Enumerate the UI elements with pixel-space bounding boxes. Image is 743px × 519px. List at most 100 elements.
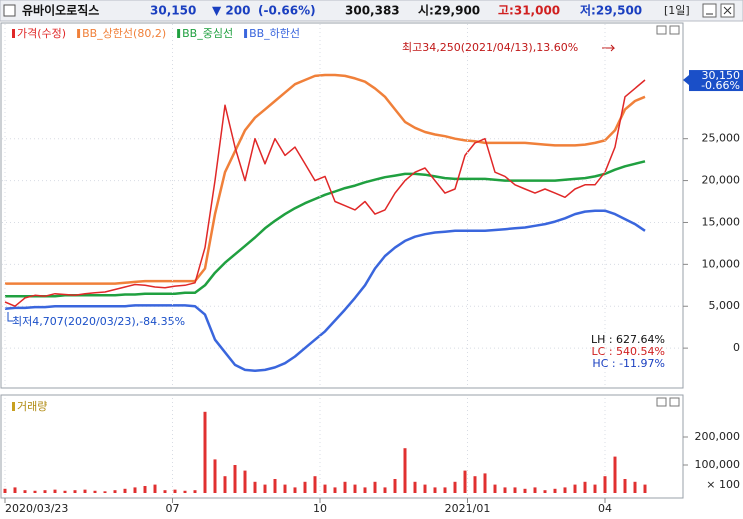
low-annotation: 최저4,707(2020/03/23),-84.35%	[12, 315, 185, 328]
volume-bar	[483, 473, 487, 493]
volume-bar	[243, 470, 247, 493]
y-tick-label: 25,000	[702, 132, 741, 145]
volume-bar	[383, 487, 387, 493]
volume-bar	[233, 465, 237, 493]
volume-bar	[123, 488, 127, 493]
volume-bar	[43, 490, 47, 493]
x-tick-label: 2020/03/23	[5, 502, 68, 515]
current-price-tag	[689, 70, 743, 92]
panel-button[interactable]	[656, 397, 667, 407]
y-tick-label: 5,000	[709, 299, 741, 312]
volume-bar	[183, 490, 187, 493]
volume-bar	[463, 470, 467, 493]
legend-swatch	[244, 29, 248, 38]
volume-bar	[63, 490, 67, 493]
checkbox[interactable]	[3, 4, 16, 17]
x-tick-label: 07	[166, 502, 180, 515]
volume-bar	[423, 484, 427, 493]
y-tick-label: 100,000	[695, 458, 741, 471]
header-bar	[0, 0, 743, 22]
y-tick-label: 0	[733, 341, 740, 354]
volume-bar	[403, 448, 407, 493]
panel-button[interactable]	[669, 25, 680, 35]
volume-bar	[523, 488, 527, 493]
volume-bar	[23, 490, 27, 493]
y-tick-label: 10,000	[702, 257, 741, 270]
stat-label: LH : 627.64%	[591, 333, 665, 346]
x-tick-label: 2021/01	[445, 502, 491, 515]
volume-bar	[263, 484, 267, 493]
volume-bar	[553, 488, 557, 493]
volume-bar	[363, 487, 367, 493]
volume-bar	[13, 487, 17, 493]
volume-bar	[93, 490, 97, 493]
stock-name: 유바이오로직스	[22, 3, 99, 18]
volume-bar	[213, 459, 217, 493]
volume-bar	[343, 481, 347, 493]
period[interactable]: [1일]	[664, 3, 690, 17]
volume-bar	[593, 484, 597, 493]
volume-bar	[433, 487, 437, 493]
volume-bar	[453, 481, 457, 493]
volume-bar	[73, 490, 77, 493]
legend-swatch	[77, 29, 81, 38]
low-arrow	[7, 312, 13, 322]
volume-bar	[113, 490, 117, 493]
band-line	[5, 73, 646, 285]
price: 30,150	[150, 4, 196, 18]
legend-label: BB_중심선	[182, 27, 233, 40]
legend-swatch	[177, 29, 181, 38]
volume: 300,383	[345, 4, 400, 18]
stat-label: HC : -11.97%	[592, 357, 665, 370]
high-annotation: 최고34,250(2021/04/13),13.60%	[402, 41, 578, 54]
volume-bar	[173, 489, 177, 493]
volume-bar	[633, 481, 637, 493]
volume-bar	[623, 478, 627, 493]
volume-bar	[513, 487, 517, 493]
open: 시:29,900	[418, 4, 480, 18]
legend-label: BB_하한선	[249, 26, 300, 40]
volume-bar	[193, 490, 197, 493]
volume-bar	[603, 476, 607, 493]
price-panel	[0, 22, 684, 389]
volume-bar	[163, 490, 167, 493]
volume-bar	[53, 489, 57, 493]
volume-bar	[643, 484, 647, 493]
volume-bar	[253, 481, 257, 493]
volume-bar	[3, 488, 7, 493]
volume-bar	[83, 489, 87, 493]
volume-unit: × 100	[706, 478, 740, 491]
volume-bar	[613, 456, 617, 493]
x-tick-label: 10	[313, 502, 327, 515]
volume-bar	[563, 487, 567, 493]
volume-bar	[473, 476, 477, 493]
volume-bar	[143, 485, 147, 493]
panel-button[interactable]	[656, 25, 667, 35]
current-price-label: 30,150	[702, 69, 741, 82]
change: ▼ 200	[212, 4, 250, 18]
volume-bar	[503, 487, 507, 493]
volume-bar	[293, 487, 297, 493]
stat-label: LC : 540.54%	[592, 345, 665, 358]
band-line	[5, 160, 646, 298]
x-tick-label: 04	[598, 502, 612, 515]
volume-bar	[103, 491, 107, 493]
band-line	[4, 209, 646, 372]
button-icons	[706, 6, 732, 15]
volume-bar	[303, 481, 307, 493]
volume-bar	[533, 487, 537, 493]
panel-button[interactable]	[669, 397, 680, 407]
volume-bar	[583, 481, 587, 493]
volume-bar	[543, 490, 547, 493]
volume-bar	[573, 484, 577, 493]
volume-panel	[0, 394, 684, 499]
minimize-button[interactable]	[702, 3, 717, 18]
volume-bar	[313, 476, 317, 493]
volume-bar	[283, 484, 287, 493]
volume-bar	[33, 490, 37, 493]
volume-bar	[353, 484, 357, 493]
y-tick-label: 20,000	[702, 174, 741, 187]
volume-bar	[223, 476, 227, 493]
volume-bar	[273, 478, 277, 493]
